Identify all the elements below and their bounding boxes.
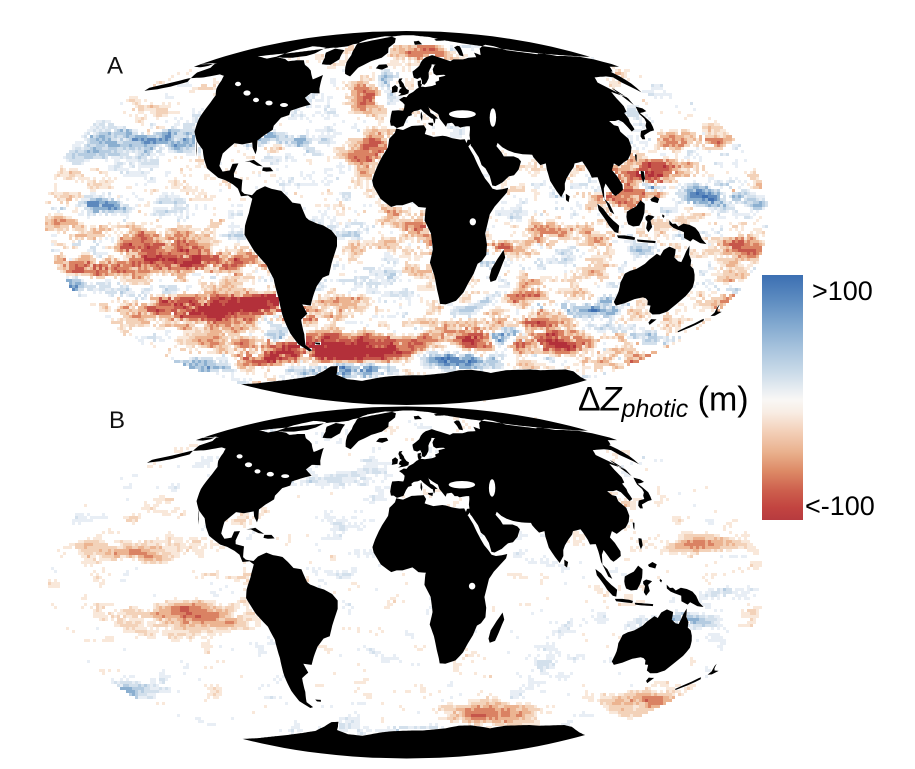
svg-text:ΔZphotic (m): ΔZphotic (m) [578,381,749,424]
svg-text:B: B [109,407,125,434]
svg-text:<-100: <-100 [805,491,875,521]
svg-text:A: A [107,53,123,80]
svg-text:>100: >100 [812,276,873,306]
